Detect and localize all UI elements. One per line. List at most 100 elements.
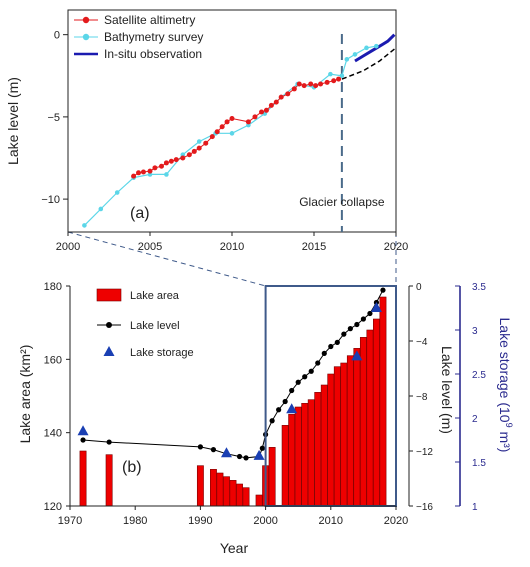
lake-level-point: [282, 398, 288, 405]
area-tick-label: 120: [44, 501, 62, 513]
altimetry-point: [168, 158, 174, 164]
bathymetry-point: [98, 206, 104, 212]
panel-b-level-axis-label: Lake level (m): [439, 346, 455, 434]
altimetry-point: [136, 170, 142, 176]
bathymetry-point: [374, 43, 379, 49]
lake-area-bar: [229, 480, 237, 507]
storage-tick-label: 2.5: [472, 370, 486, 381]
altimetry-point: [158, 163, 164, 169]
lake-area-bar: [340, 362, 348, 507]
x-tick-label: 2020: [384, 515, 408, 527]
bathymetry-point: [352, 52, 358, 57]
x-tick-label: 1980: [123, 515, 147, 527]
lake-storage-marker: [220, 447, 232, 458]
altimetry-point: [252, 114, 258, 120]
lake-area-bar: [281, 425, 289, 507]
panel-a-legend: Satellite altimetry Bathymetry survey In-s…: [74, 13, 203, 61]
lake-level-point: [80, 437, 86, 443]
x-tick-label: 2020: [384, 241, 408, 253]
lake-level-point: [334, 339, 340, 345]
lake-level-point: [354, 321, 360, 328]
altimetry-point: [245, 119, 251, 125]
panel-a-series: [82, 33, 397, 228]
bathymetry-point: [164, 172, 169, 177]
lake-area-bar: [366, 329, 374, 507]
level-tick-label: −4: [416, 337, 428, 348]
lake-area-bar: [216, 472, 224, 507]
lake-area-bar: [333, 366, 341, 507]
lake-storage-marker: [351, 350, 363, 361]
panel-b-legend: Lake area Lake level Lake storage: [96, 288, 194, 359]
level-tick-label: −8: [416, 392, 428, 403]
panel-b-storage-axis-label: Lake storage (109 m³): [497, 318, 514, 453]
panel-a-label: (a): [130, 205, 150, 222]
altimetry-point: [331, 78, 337, 84]
lake-storage-marker: [253, 449, 265, 460]
altimetry-point: [196, 145, 202, 151]
lake-level-point: [347, 326, 353, 332]
legend-level-label: Lake level: [130, 320, 180, 332]
panel-b-y-axis-label: Lake area (km²): [17, 345, 33, 444]
lake-level-point: [380, 287, 386, 293]
altimetry-point: [173, 157, 179, 163]
bathymetry-point: [339, 73, 345, 79]
legend-bathymetry-marker: [82, 33, 90, 41]
altimetry-point: [296, 81, 302, 87]
lake-area-bar: [242, 487, 250, 507]
lake-level-point: [289, 387, 295, 394]
altimetry-point: [308, 81, 314, 87]
lake-area-bar: [359, 337, 367, 507]
glacier-collapse-label: Glacier collapse: [299, 195, 385, 209]
area-tick-label: 180: [44, 281, 62, 293]
panel-b-label: (b): [122, 459, 142, 476]
altimetry-point: [152, 165, 158, 171]
lake-area-bar: [236, 483, 243, 507]
lake-level-point: [341, 331, 347, 337]
legend-storage-label: Lake storage: [130, 347, 194, 359]
altimetry-point: [336, 76, 342, 82]
lake-area-bar: [327, 373, 335, 507]
legend-storage-marker: [103, 346, 115, 356]
lake-area-bar: [346, 355, 354, 507]
lake-area-bar: [255, 494, 263, 507]
panel-b: 1970 1980 1990 2000 2010 2020 120 140 160 180 0 −4 −…: [17, 281, 514, 556]
panel-a-y-ticks: 0 −5 −10: [41, 30, 68, 206]
legend-area-swatch: [96, 288, 122, 302]
level-tick-label: −16: [416, 502, 433, 513]
altimetry-point: [278, 94, 284, 100]
panel-a-x-ticks: 2000 2005 2010 2015 2020: [56, 232, 408, 253]
legend-in-situ-label: In-situ observation: [104, 47, 202, 61]
altimetry-point: [131, 173, 137, 179]
lake-level-point: [106, 439, 112, 445]
lake-level-point: [321, 350, 327, 356]
lake-area-bar: [373, 318, 380, 507]
lake-area-bar: [320, 384, 328, 507]
level-tick-label: 0: [416, 282, 422, 293]
lake-area-bar: [196, 465, 204, 507]
legend-altimetry-marker: [82, 16, 90, 24]
bathymetry-point: [328, 71, 333, 77]
altimetry-point: [180, 155, 186, 161]
altimetry-point: [273, 99, 279, 105]
lake-level-point: [328, 343, 334, 350]
altimetry-point: [259, 109, 265, 115]
storage-tick-label: 2: [472, 414, 478, 425]
x-tick-label: 2000: [253, 515, 277, 527]
lake-area-bar: [294, 406, 302, 507]
x-tick-label: 1970: [58, 515, 82, 527]
y-tick-label: −5: [47, 112, 60, 124]
altimetry-point: [191, 148, 197, 154]
lake-level-point: [315, 360, 321, 366]
in-situ-line: [354, 33, 396, 63]
lake-level-point: [302, 374, 308, 380]
lake-area-bar: [79, 450, 87, 507]
lake-level-point: [295, 379, 301, 385]
lake-storage-marker: [77, 425, 89, 436]
storage-tick-label: 3.5: [472, 282, 486, 293]
bathymetry-point: [344, 57, 350, 62]
altimetry-point: [214, 129, 220, 135]
glacier-collapse-marker: Glacier collapse: [299, 34, 385, 232]
bathymetry-point: [364, 45, 369, 51]
legend-altimetry-label: Satellite altimetry: [104, 13, 195, 27]
